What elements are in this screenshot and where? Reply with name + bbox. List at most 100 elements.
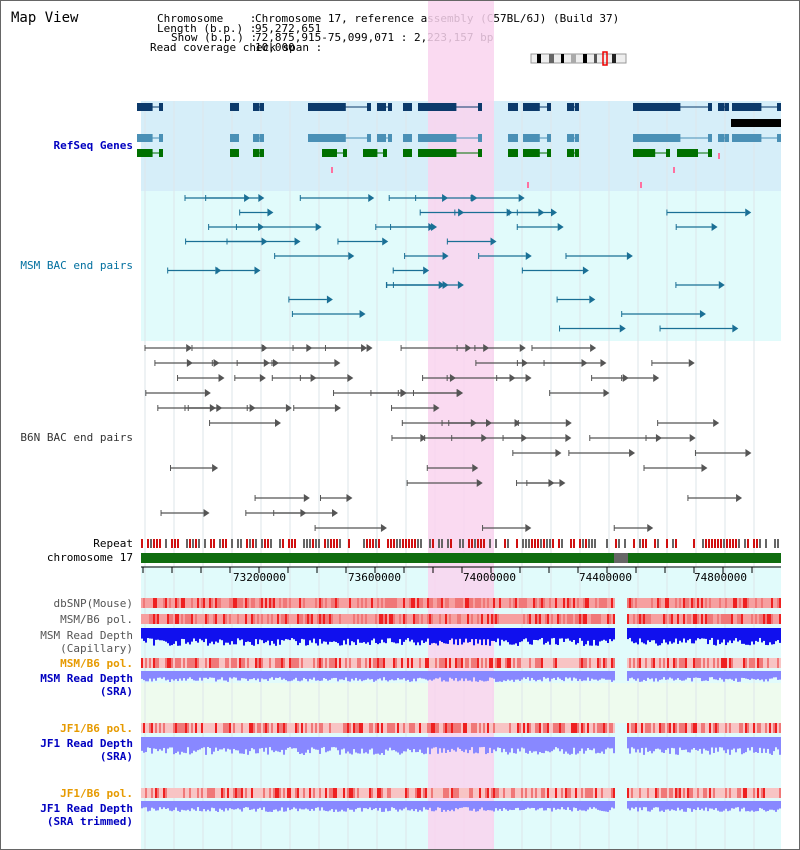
read-depth-bar	[599, 737, 601, 754]
polymorphism-cell	[159, 614, 161, 624]
polymorphism-cell	[675, 723, 677, 733]
read-depth-bar	[297, 737, 299, 752]
read-depth-bar	[577, 801, 579, 811]
polymorphism-cell	[195, 788, 197, 798]
read-depth-bar	[635, 628, 637, 643]
read-depth-bar	[631, 801, 633, 808]
read-depth-bar	[401, 737, 403, 754]
read-depth-bar	[771, 801, 773, 810]
read-depth-bar	[525, 801, 527, 809]
polymorphism-cell	[321, 614, 323, 624]
gene-exon	[253, 103, 260, 111]
polymorphism-cell	[199, 723, 201, 733]
polymorphism-cell	[543, 598, 545, 608]
polymorphism-cell	[401, 658, 403, 668]
read-depth-bar	[487, 801, 489, 811]
polymorphism-cell	[465, 788, 467, 798]
polymorphism-cell	[493, 658, 495, 668]
read-depth-bar	[727, 671, 729, 680]
polymorphism-cell	[241, 788, 243, 798]
polymorphism-cell	[163, 658, 165, 668]
gene-exon	[363, 149, 378, 157]
polymorphism-cell	[693, 658, 695, 668]
polymorphism-cell	[341, 788, 343, 798]
polymorphism-cell	[219, 788, 221, 798]
polymorphism-cell	[155, 598, 157, 608]
read-depth-bar	[743, 801, 745, 808]
polymorphism-cell	[651, 658, 653, 668]
gene-exon	[159, 134, 163, 142]
read-depth-bar	[755, 801, 757, 812]
read-depth-bar	[379, 628, 381, 644]
polymorphism-cell	[645, 614, 647, 624]
repeat-element	[282, 539, 284, 548]
read-depth-bar	[339, 628, 341, 646]
polymorphism-cell	[571, 614, 573, 624]
polymorphism-cell	[253, 723, 255, 733]
gene-exon	[235, 103, 239, 111]
read-depth-bar	[573, 628, 575, 640]
polymorphism-cell	[319, 658, 321, 668]
read-depth-bar	[749, 801, 751, 812]
read-depth-bar	[769, 671, 771, 679]
polymorphism-cell	[419, 658, 421, 668]
polymorphism-cell	[761, 788, 763, 798]
polymorphism-cell	[555, 658, 557, 668]
read-depth-bar	[277, 628, 279, 640]
polymorphism-cell	[741, 723, 743, 733]
polymorphism-cell	[685, 658, 687, 668]
read-depth-bar	[593, 801, 595, 808]
polymorphism-cell	[385, 614, 387, 624]
polymorphism-cell	[307, 788, 309, 798]
read-depth-bar	[429, 737, 431, 755]
polymorphism-cell	[491, 614, 493, 624]
polymorphism-cell	[195, 723, 197, 733]
polymorphism-cell	[575, 723, 577, 733]
read-depth-bar	[497, 628, 499, 639]
read-depth-bar	[501, 737, 503, 753]
read-depth-bar	[387, 737, 389, 751]
polymorphism-cell	[403, 723, 405, 733]
read-depth-bar	[241, 628, 243, 640]
polymorphism-cell	[443, 788, 445, 798]
bac-end-arrow	[285, 404, 292, 412]
polymorphism-cell	[729, 788, 731, 798]
polymorphism-cell	[221, 723, 223, 733]
polymorphism-cell	[717, 788, 719, 798]
read-depth-bar	[557, 628, 559, 646]
polymorphism-cell	[281, 614, 283, 624]
polymorphism-cell	[277, 788, 279, 798]
polymorphism-cell	[287, 598, 289, 608]
read-depth-bar	[743, 628, 745, 644]
read-depth-bar	[509, 737, 511, 753]
repeat-element	[171, 539, 173, 548]
polymorphism-cell	[141, 723, 143, 733]
polymorphism-cell	[209, 723, 211, 733]
polymorphism-cell	[573, 658, 575, 668]
read-depth-bar	[561, 801, 563, 808]
read-depth-bar	[351, 628, 353, 642]
polymorphism-cell	[163, 614, 165, 624]
read-depth-bar	[265, 671, 267, 680]
polymorphism-cell	[291, 658, 293, 668]
polymorphism-cell	[279, 658, 281, 668]
read-depth-bar	[771, 628, 773, 645]
read-depth-bar	[505, 628, 507, 641]
read-depth-bar	[229, 628, 231, 645]
read-depth-bar	[559, 737, 561, 752]
read-depth-bar	[751, 737, 753, 748]
polymorphism-cell	[307, 614, 309, 624]
repeat-element	[192, 539, 194, 548]
polymorphism-cell	[629, 788, 631, 798]
polymorphism-cell	[489, 598, 491, 608]
read-depth-bar	[775, 737, 777, 748]
coverage-span-label: Read coverage check span :	[150, 41, 323, 54]
polymorphism-cell	[705, 788, 707, 798]
polymorphism-cell	[181, 723, 183, 733]
chromosome-track-label: chromosome 17	[46, 551, 133, 564]
read-depth-bar	[693, 801, 695, 810]
read-depth-bar	[469, 801, 471, 811]
polymorphism-cell	[427, 614, 429, 624]
polymorphism-cell	[737, 614, 739, 624]
